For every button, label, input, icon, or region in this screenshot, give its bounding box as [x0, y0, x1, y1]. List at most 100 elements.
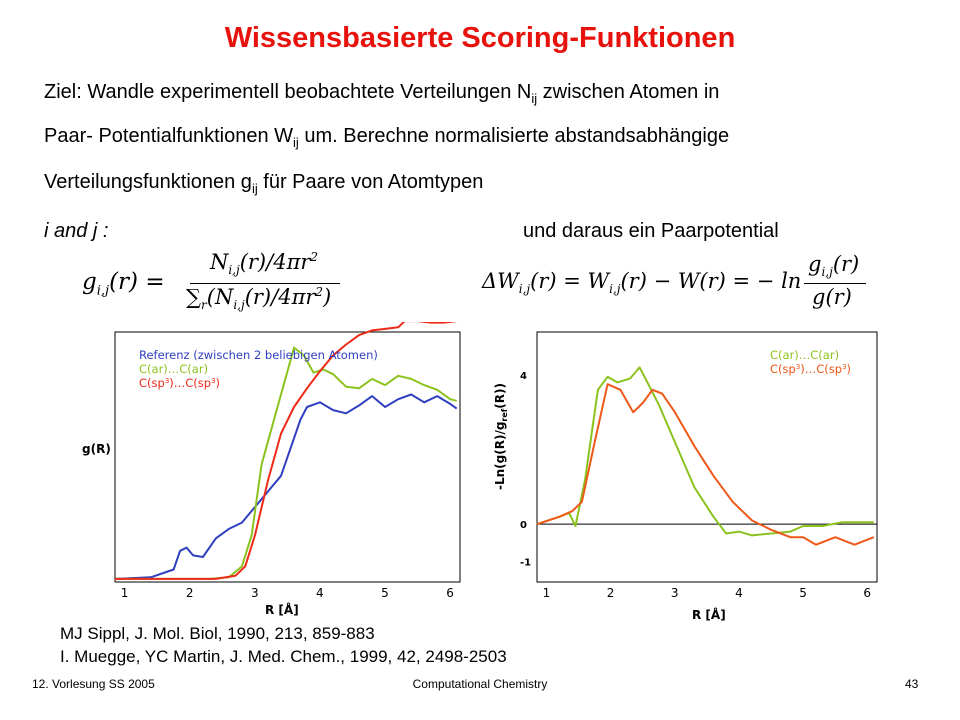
intro-line-1: Ziel: Wandle experimentell beobachtete V…	[44, 81, 719, 106]
intro-line-2: Paar- Potentialfunktionen Wij um. Berech…	[44, 125, 729, 150]
slide-title: Wissensbasierte Scoring-Funktionen	[224, 22, 736, 54]
footer-left: 12. Vorlesung SS 2005	[32, 677, 155, 691]
formula-w-mid-sub: i,j	[609, 282, 621, 297]
chart2-ylabel: -Ln(g(R)/gref(R))	[493, 383, 509, 490]
intro-line-3-sub: ij	[251, 181, 258, 196]
chart2-ylabel-main: -Ln(g(R)/g	[493, 422, 507, 490]
xtick-label-6: 6	[446, 586, 454, 600]
intro-line-3-tail: für Paare von Atomtypen	[257, 171, 484, 193]
xtick-label-6: 6	[863, 586, 871, 600]
reference-2: I. Muegge, YC Martin, J. Med. Chem., 199…	[60, 647, 507, 666]
chart2-series-group	[536, 366, 875, 546]
footer-center: Computational Chemistry	[412, 677, 548, 691]
chart-g-of-r: 1 2 3 4 5 6 g(R) R [Å] Referenz (zwischen 2 b…	[82, 322, 461, 617]
formula-w-mid2: (r) − W(r) = − ln	[620, 269, 802, 293]
formula-g-numerator: Ni,j(r)/4πr2	[194, 250, 334, 277]
chart1-legend-sp-b: )…C(sp	[169, 376, 211, 390]
series-line-1	[115, 346, 457, 580]
intro-line-1-text: Ziel: Wandle experimentell beobachtete V…	[44, 81, 532, 103]
formula-w-lhs: ΔWi,j(r) = Wi,j(r) − W(r) = − ln	[482, 269, 801, 296]
xtick-label-5: 5	[381, 586, 389, 600]
formula-g-fraction-bar	[190, 283, 340, 284]
formula-w-numerator: gi,j(r)	[808, 252, 859, 279]
chart1-legend-ar: C(ar)…C(ar)	[139, 362, 208, 376]
chart-potential: 1 2 3 4 5 6 4 0 -1 R [Å] -Ln(g(R)/gref(R)) C(ar…	[493, 331, 878, 622]
chart1-legend-ref: Referenz (zwischen 2 beliebigen Atomen)	[139, 348, 378, 362]
intro-line-2-tail: um. Berechne normalisierte abstandsabhän…	[298, 125, 730, 147]
formula-w-num-sub: i,j	[821, 265, 833, 280]
formula-g-num-symbol: N	[209, 250, 229, 274]
formula-w-num-rest: (r)	[832, 252, 860, 276]
formula-g-num-sq: 2	[310, 250, 319, 264]
formula-w-denominator: g(r)	[812, 285, 852, 309]
xtick-label-1: 1	[543, 586, 551, 600]
intro-line-2-text: Paar- Potentialfunktionen W	[44, 125, 294, 147]
formula-g-arg: (r) =	[109, 269, 165, 295]
chart2-ytick-group: 4 0 -1	[520, 371, 531, 569]
chart2-plot-area	[536, 331, 878, 583]
formula-g-num-rest: (r)/4πr	[239, 250, 311, 274]
xtick-label-4: 4	[735, 586, 743, 600]
series-line-0	[114, 393, 458, 580]
formula-g-den-rest: (N	[206, 285, 234, 309]
intro-line-4-right: und daraus ein Paarpotential	[523, 220, 779, 242]
chart1-xtick-group: 1 2 3 4 5 6	[121, 586, 454, 600]
xtick-label-5: 5	[799, 586, 807, 600]
intro-line-1-sub: ij	[531, 91, 538, 106]
formula-g-sum-sub: r	[201, 298, 207, 313]
formula-g-lhs: gi,j(r) =	[82, 269, 165, 299]
chart2-ylabel-tail: (R))	[493, 383, 507, 409]
chart2-ylabel-sub: ref	[500, 408, 509, 421]
chart2-legend-sp-c: )	[847, 362, 852, 376]
chart1-xlabel: R [Å]	[265, 602, 299, 617]
chart1-legend-sp-a: C(sp	[139, 376, 165, 390]
chart1-legend-sp-exp1: 3	[165, 377, 169, 385]
xtick-label-4: 4	[316, 586, 324, 600]
formula-w-num-symbol: g	[808, 252, 822, 276]
xtick-label-3: 3	[251, 586, 259, 600]
chart2-xtick-group: 1 2 3 4 5 6	[543, 586, 871, 600]
formula-g-symbol: g	[82, 269, 97, 295]
chart2-legend-sp-a: C(sp	[770, 362, 796, 376]
formula-w-sub: i,j	[518, 282, 531, 297]
formula-g-den-tail: (r)/4πr	[244, 285, 316, 309]
chart1-ylabel: g(R)	[82, 442, 111, 456]
chart2-legend-sp-b: )…C(sp	[800, 362, 842, 376]
chart1-legend-sp-c: )	[216, 376, 221, 390]
formula-w-mid1: (r) = W	[530, 269, 610, 293]
footer-page-number: 43	[905, 677, 919, 691]
chart2-legend-ar: C(ar)…C(ar)	[770, 348, 839, 362]
formula-g-den-sq: 2	[315, 285, 324, 299]
chart2-xlabel: R [Å]	[692, 607, 726, 622]
formula-w: ΔWi,j(r) = Wi,j(r) − W(r) = − ln gi,j(r)…	[482, 252, 882, 314]
series-line-2	[115, 322, 457, 580]
intro-line-2-sub: ij	[293, 135, 299, 150]
ytick-label--1: -1	[520, 557, 531, 568]
xtick-label-3: 3	[671, 586, 679, 600]
series-line-0	[536, 366, 874, 537]
formula-g-denominator: ∑r(Ni,j(r)/4πr2)	[186, 285, 332, 313]
chart1-legend-sp-exp2: 3	[211, 377, 215, 385]
series-line-1	[536, 383, 875, 546]
intro-line-1-tail: zwischen Atomen in	[537, 81, 720, 103]
chart2-legend-sp-exp1: 3	[796, 363, 800, 371]
formula-g-sub: i,j	[96, 283, 110, 299]
intro-line-4-left: i and j :	[44, 220, 109, 242]
formula-g: gi,j(r) = Ni,j(r)/4πr2 ∑r(Ni,j(r)/4πr2)	[82, 250, 342, 314]
chart1-legend-sp: C(sp3)…C(sp3)	[139, 376, 220, 390]
chart2-legend-sp: C(sp3)…C(sp3)	[770, 362, 851, 376]
formula-w-symbol: ΔW	[482, 269, 519, 293]
formula-g-sum: ∑	[186, 285, 201, 309]
formula-g-num-sub: i,j	[228, 263, 240, 278]
formula-w-fraction-bar	[804, 283, 866, 284]
xtick-label-2: 2	[186, 586, 194, 600]
ytick-label-0: 0	[520, 520, 527, 531]
chart2-legend-sp-exp2: 3	[842, 363, 846, 371]
chart1-series-group	[114, 322, 458, 580]
xtick-label-2: 2	[607, 586, 615, 600]
ytick-label-4: 4	[520, 371, 527, 382]
formula-g-den-sub: i,j	[233, 298, 245, 313]
reference-1: MJ Sippl, J. Mol. Biol, 1990, 213, 859-8…	[60, 624, 375, 643]
intro-line-3: Verteilungsfunktionen gij für Paare von …	[44, 171, 483, 196]
intro-line-3-text: Verteilungsfunktionen g	[44, 171, 252, 193]
